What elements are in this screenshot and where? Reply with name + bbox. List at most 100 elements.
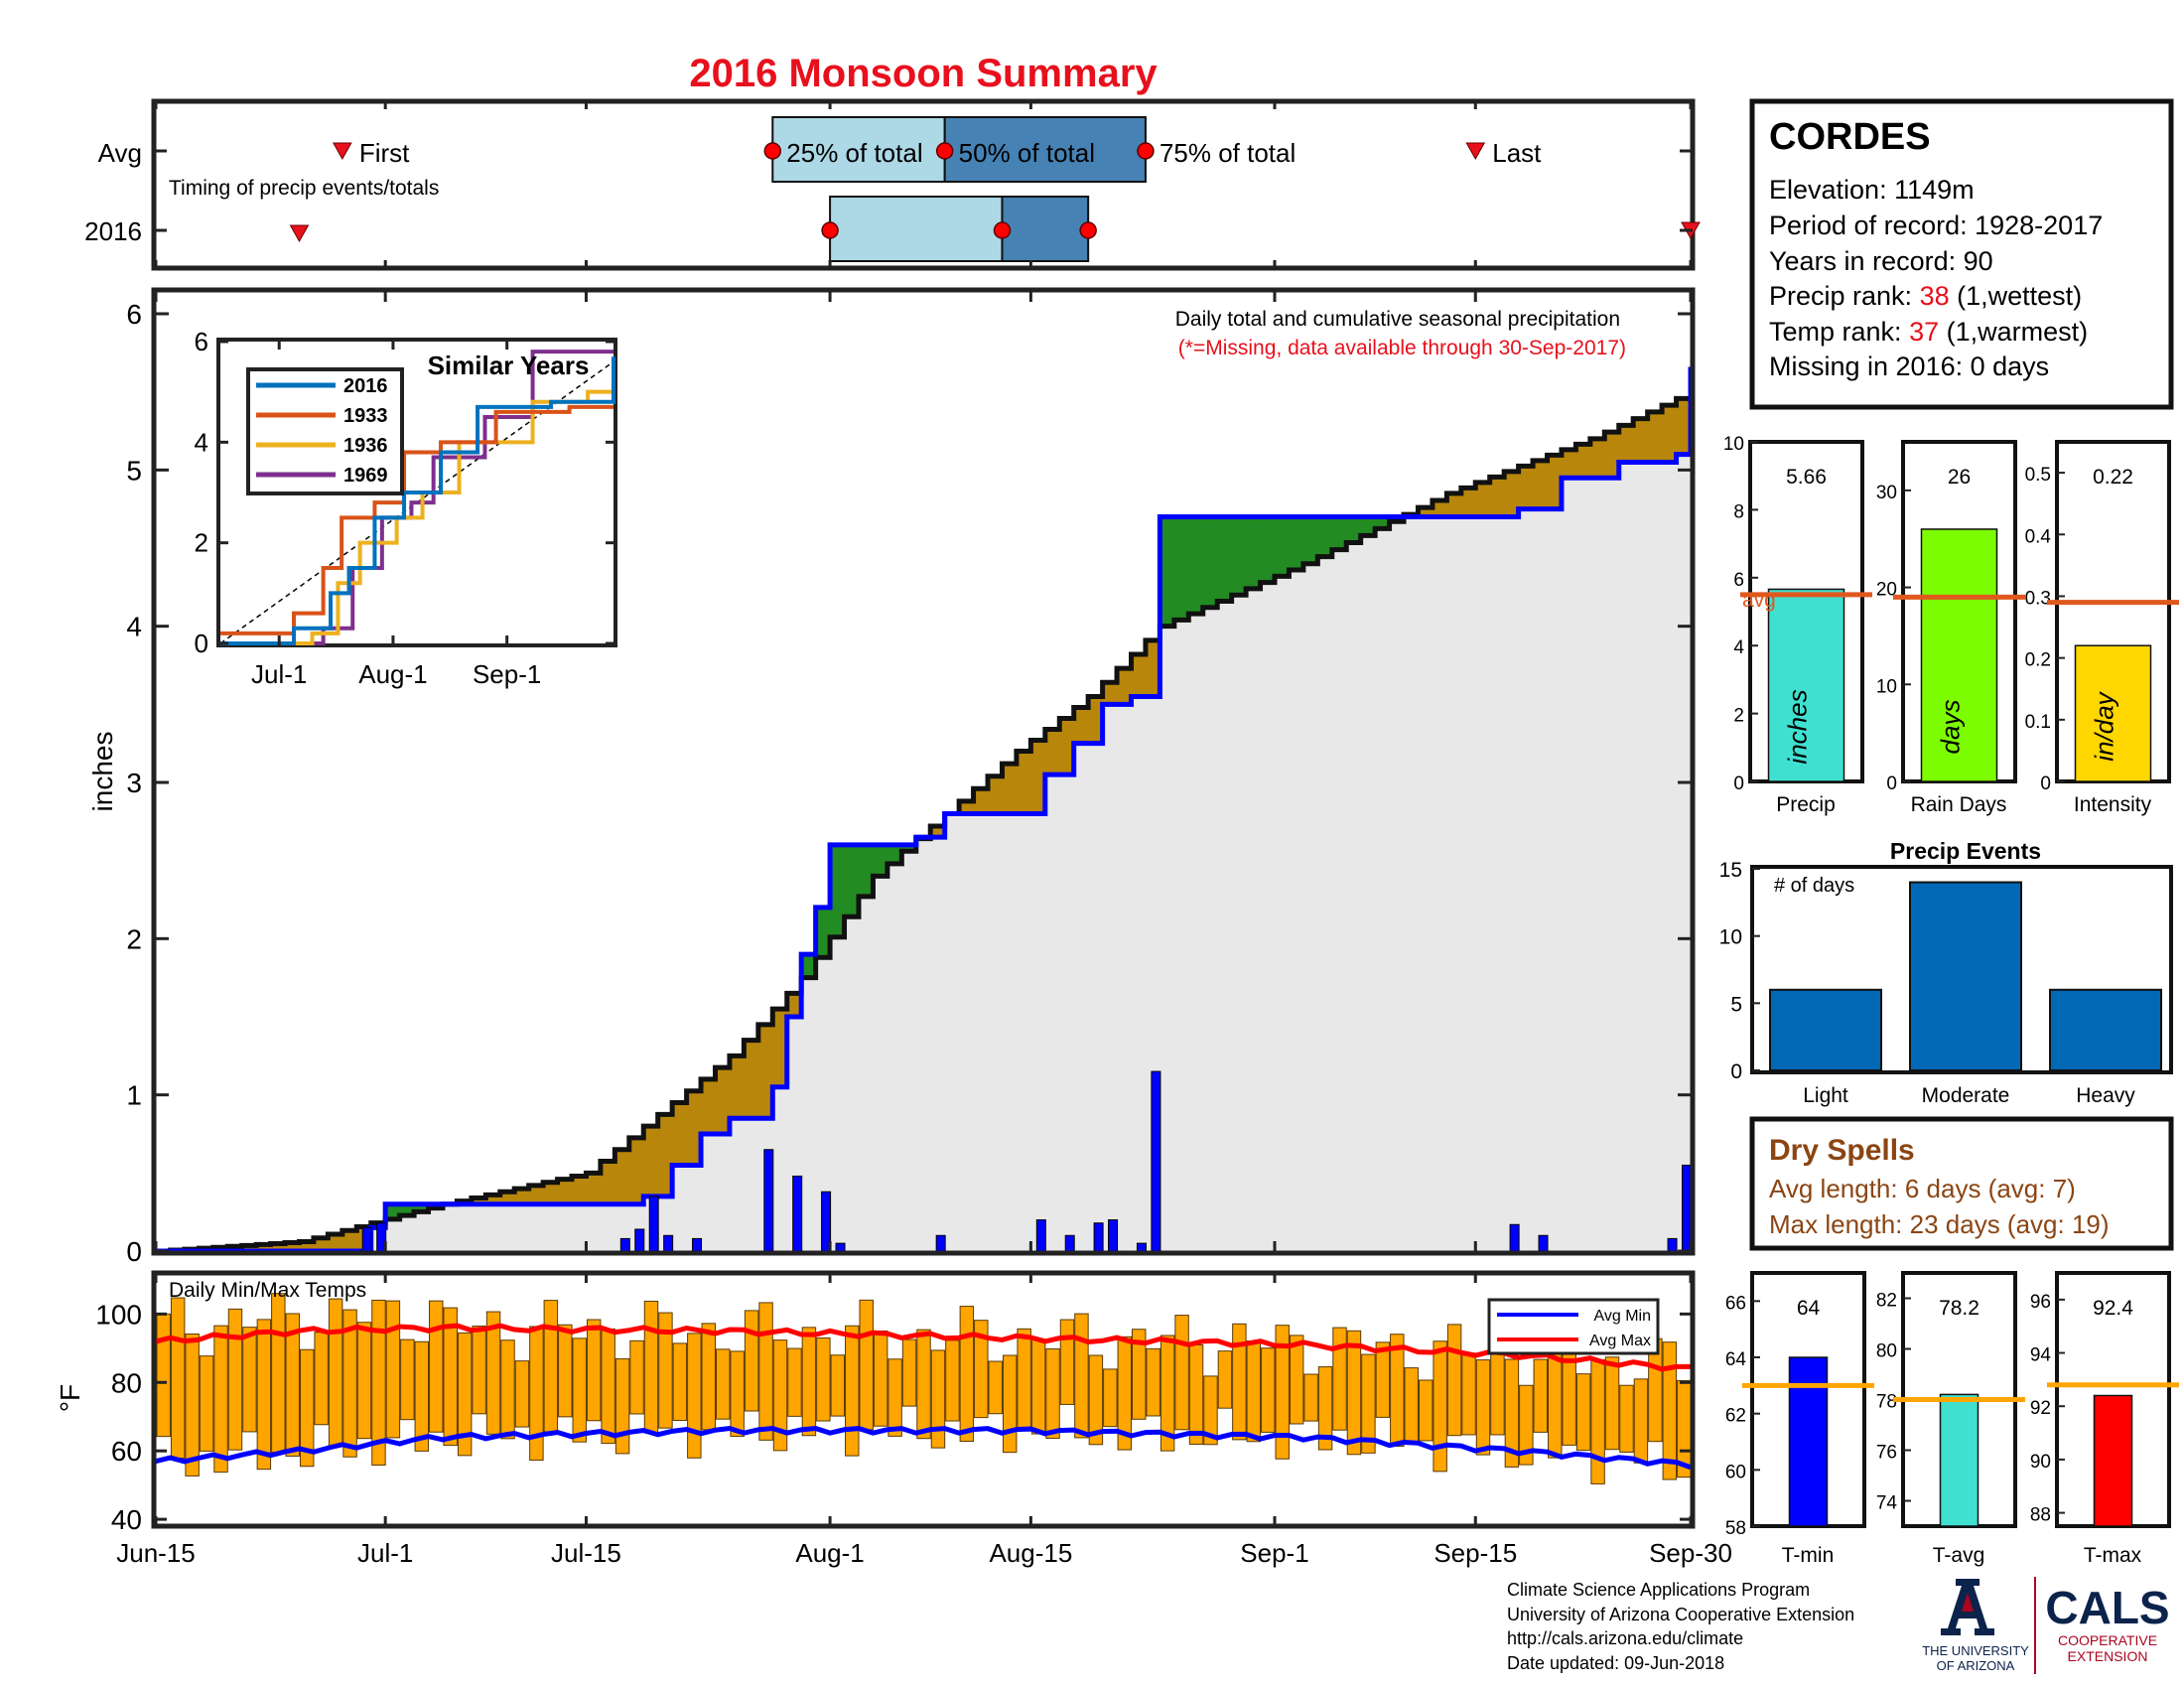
avg-q25-label: 25% of total — [786, 138, 922, 168]
stat-0-y-tick-label: 0 — [1733, 774, 1744, 794]
main-y-tick-label: 0 — [126, 1236, 142, 1267]
2016-q50-q75-box — [1001, 196, 1090, 262]
daily-temp-bar — [500, 1339, 515, 1440]
daily-precip-bar — [1064, 1234, 1075, 1252]
daily-precip-bar — [1093, 1222, 1104, 1252]
below-average-area — [686, 1090, 702, 1166]
stat-0-unit: inches — [1783, 689, 1813, 764]
ua-text-2: OF ARIZONA — [1937, 1658, 2015, 1673]
avg-last-label: Last — [1492, 138, 1542, 168]
daily-temp-bar — [328, 1298, 343, 1447]
below-average-area — [1016, 751, 1031, 814]
temp-stat-0-y-tick-label: 62 — [1725, 1406, 1746, 1427]
daily-temp-bar — [1361, 1353, 1376, 1454]
stat-0-y-tick-label: 2 — [1733, 706, 1744, 727]
timing-row-2016-label: 2016 — [84, 216, 142, 246]
daily-precip-bar — [634, 1228, 645, 1252]
stat-2-y-tick-label: 0.4 — [2025, 526, 2052, 547]
stat-0-y-tick-label: 6 — [1733, 570, 1744, 591]
stat-0-y-tick-label: 8 — [1733, 501, 1744, 522]
daily-precip-bar — [361, 1226, 372, 1252]
temp-y-tick-label: 60 — [111, 1436, 142, 1467]
cals-text: CALS — [2045, 1582, 2169, 1633]
above-average-area — [1217, 516, 1233, 602]
above-average-area — [1346, 516, 1362, 543]
temp-stat-0-y-tick-label: 60 — [1725, 1462, 1746, 1482]
daily-precip-bar — [648, 1196, 659, 1252]
daily-temp-bar — [1619, 1384, 1634, 1453]
daily-temp-bar — [1604, 1356, 1620, 1451]
temp-stat-0-y-tick-label: 64 — [1725, 1349, 1747, 1370]
avg-min-temp-line — [155, 1425, 1692, 1471]
daily-temp-bar — [1303, 1373, 1318, 1422]
daily-temp-bar — [443, 1307, 458, 1447]
above-average-area — [1375, 516, 1391, 529]
daily-precip-bar — [763, 1149, 774, 1252]
below-average-area — [328, 1234, 343, 1251]
stat-1-bar — [1920, 528, 1998, 782]
coop-text-2: EXTENSION — [2068, 1648, 2148, 1664]
avg-q25-q50-box — [771, 116, 946, 183]
figure-title: 2016 Monsoon Summary — [689, 52, 1158, 95]
station-elevation: Elevation: 1149m — [1769, 175, 1975, 205]
daily-temp-bar — [687, 1333, 702, 1459]
daily-precip-bar — [792, 1175, 803, 1252]
x-tick-label: Jun-15 — [116, 1538, 196, 1568]
dry-spells-title: Dry Spells — [1769, 1134, 1915, 1167]
x-tick-label: Aug-1 — [795, 1538, 864, 1568]
temp-stat-2-y-tick-label: 88 — [2030, 1505, 2051, 1526]
main-y-tick-label: 6 — [126, 299, 142, 330]
temp-stat-1-y-tick-label: 80 — [1876, 1341, 1897, 1362]
below-average-area — [285, 1242, 300, 1251]
daily-temp-bar — [744, 1310, 759, 1412]
daily-temp-bar — [299, 1348, 315, 1468]
daily-precip-bar — [692, 1237, 703, 1252]
daily-precip-bar — [663, 1234, 674, 1252]
above-average-area — [1274, 516, 1290, 577]
temps-ylabel: °F — [55, 1384, 85, 1412]
similar-years-inset: Similar Years 2016 1933 1936 1969 0 2 4 6 Jul-1… — [195, 327, 617, 689]
daily-temp-bar — [1590, 1358, 1605, 1484]
inset-series-1933 — [220, 404, 614, 635]
temp-stat-0-name: T-min — [1782, 1544, 1835, 1567]
daily-temp-bar — [472, 1326, 486, 1415]
inset-series-2016 — [220, 356, 615, 645]
below-average-area — [1533, 460, 1549, 509]
x-tick-label: Aug-15 — [989, 1538, 1072, 1568]
daily-temp-bar — [1346, 1330, 1362, 1456]
below-average-area — [628, 1137, 644, 1204]
daily-temp-bar — [643, 1300, 659, 1434]
daily-precip-bar — [1538, 1234, 1549, 1252]
daily-temp-bar — [156, 1313, 171, 1438]
seasonal-base-area — [156, 391, 1691, 1252]
below-average-area — [988, 775, 1003, 814]
above-average-area — [887, 844, 902, 864]
inset-legend-label: 1936 — [343, 435, 388, 457]
station-info-box: CORDES Elevation: 1149m Period of record… — [1749, 98, 2174, 410]
precip-events-title: Precip Events — [1890, 838, 2041, 864]
below-average-area — [1518, 466, 1534, 509]
daily-temp-bar — [901, 1338, 917, 1407]
daily-temp-bar — [385, 1300, 401, 1439]
below-average-area — [1446, 492, 1462, 517]
daily-temp-bar — [601, 1328, 615, 1445]
station-years: Years in record: 90 — [1769, 246, 1993, 276]
daily-temp-bar — [1103, 1368, 1118, 1428]
daily-temp-bar — [1275, 1325, 1290, 1460]
main-y-tick-label: 2 — [126, 923, 142, 954]
below-average-area — [744, 1040, 759, 1119]
stat-2-y-tick-label: 0.3 — [2025, 588, 2051, 609]
date-axis-ticks: Jun-15 Jul-1 Jul-15 Aug-1 Aug-15 Sep-1 Sep-15 S… — [116, 101, 1732, 1568]
daily-temp-bar — [873, 1330, 888, 1427]
inset-title: Similar Years — [428, 351, 590, 380]
avg-q75-label: 75% of total — [1160, 138, 1296, 168]
above-average-area — [815, 907, 831, 958]
events-y-tick-label: 5 — [1730, 993, 1742, 1016]
daily-temp-bar — [1246, 1340, 1262, 1443]
above-average-area — [844, 844, 860, 917]
precip-events-note: # of days — [1774, 875, 1854, 897]
daily-temp-bar — [1203, 1375, 1218, 1446]
station-temp-rank: Temp rank: 37 (1,warmest) — [1769, 317, 2088, 347]
stat-0-name: Precip — [1776, 793, 1836, 816]
below-average-area — [715, 1067, 731, 1134]
